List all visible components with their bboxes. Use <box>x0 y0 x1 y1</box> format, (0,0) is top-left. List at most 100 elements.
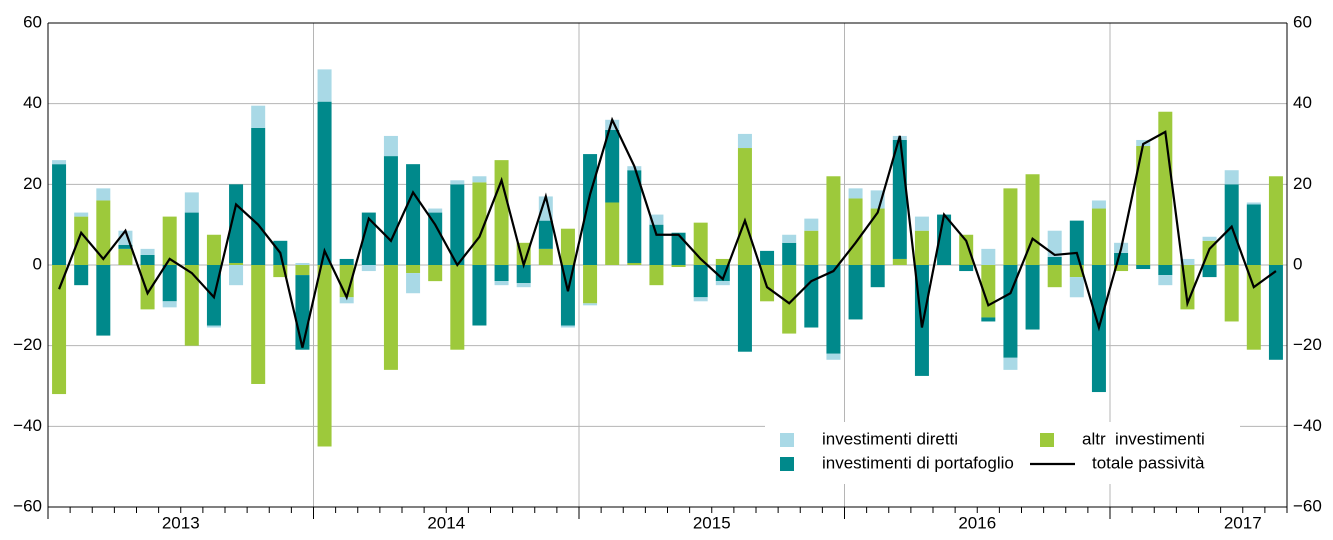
bar <box>959 265 974 272</box>
bar <box>914 216 929 231</box>
bar <box>1069 220 1084 265</box>
bar <box>96 200 111 265</box>
bar <box>1224 184 1239 265</box>
y2-tick-label: 60 <box>1293 12 1312 31</box>
bar <box>1268 265 1283 360</box>
bar <box>472 182 487 265</box>
bar <box>737 265 752 352</box>
bar <box>1025 265 1040 330</box>
bar <box>450 184 465 265</box>
legend-label: totale passività <box>1092 453 1205 472</box>
bar <box>782 242 797 265</box>
bar <box>583 265 598 304</box>
bar <box>914 230 929 265</box>
bar <box>671 265 686 268</box>
legend-label: investimenti diretti <box>822 429 958 448</box>
bar <box>1047 230 1062 257</box>
bar <box>74 216 89 265</box>
bar <box>317 101 332 266</box>
bar <box>383 156 398 265</box>
bar <box>605 119 620 130</box>
bar <box>162 301 177 308</box>
x-tick-label: 2016 <box>958 513 996 532</box>
bar <box>1047 256 1062 265</box>
bar <box>1246 265 1261 350</box>
x-tick-label: 2014 <box>427 513 465 532</box>
bar <box>74 212 89 217</box>
bar <box>583 303 598 306</box>
bar <box>1246 204 1261 265</box>
y2-tick-label: −40 <box>1293 416 1322 435</box>
bar <box>140 248 155 255</box>
bar <box>184 265 199 346</box>
bar <box>52 160 67 165</box>
bar <box>1114 265 1129 272</box>
bar <box>406 164 421 265</box>
x-tick-label: 2015 <box>693 513 731 532</box>
bar <box>981 317 996 322</box>
bar <box>229 184 244 263</box>
bar <box>339 258 354 265</box>
bar <box>184 192 199 213</box>
bar <box>848 265 863 320</box>
bar <box>1136 265 1151 270</box>
bar <box>295 262 310 265</box>
bar <box>118 248 133 265</box>
bar <box>892 139 907 259</box>
y-tick-label: 20 <box>23 174 42 193</box>
bar <box>516 265 531 284</box>
bar <box>1246 202 1261 205</box>
bar <box>229 265 244 286</box>
bar <box>229 262 244 265</box>
bar <box>605 129 620 203</box>
bar <box>1202 265 1217 278</box>
bar <box>406 265 421 274</box>
bar <box>251 127 266 265</box>
y2-tick-label: 0 <box>1293 254 1302 273</box>
bar <box>494 265 509 282</box>
bar <box>715 281 730 286</box>
bar <box>1158 265 1173 276</box>
bar <box>848 198 863 265</box>
bar <box>870 265 885 288</box>
legend-label: altr investimenti <box>1082 429 1205 448</box>
bar <box>317 265 332 447</box>
bar <box>1003 357 1018 370</box>
bar <box>383 135 398 157</box>
legend-box <box>765 422 1240 484</box>
bar <box>1091 208 1106 265</box>
bar <box>1158 275 1173 286</box>
bar <box>1224 265 1239 322</box>
bar <box>804 230 819 265</box>
bar <box>1091 200 1106 209</box>
bar <box>1224 170 1239 185</box>
bar <box>804 265 819 328</box>
bar <box>826 265 841 354</box>
bar <box>826 176 841 265</box>
bar <box>760 250 775 265</box>
bar <box>1268 176 1283 265</box>
bar <box>538 220 553 249</box>
bar <box>140 254 155 265</box>
bar <box>538 248 553 265</box>
bar <box>428 212 443 265</box>
bar <box>74 265 89 286</box>
bar <box>206 234 221 265</box>
bar <box>1136 146 1151 265</box>
bar <box>627 262 642 265</box>
bar <box>848 188 863 199</box>
bar <box>339 297 354 304</box>
bar <box>361 265 376 272</box>
bar <box>737 133 752 149</box>
bar <box>472 176 487 183</box>
bar <box>560 228 575 265</box>
y-tick-label: −40 <box>13 416 42 435</box>
bar <box>693 297 708 302</box>
bar <box>96 188 111 201</box>
bar <box>649 224 664 265</box>
bar <box>383 265 398 370</box>
bar <box>295 265 310 276</box>
legend-label: investimenti di portafoglio <box>822 453 1014 472</box>
bar <box>472 265 487 326</box>
